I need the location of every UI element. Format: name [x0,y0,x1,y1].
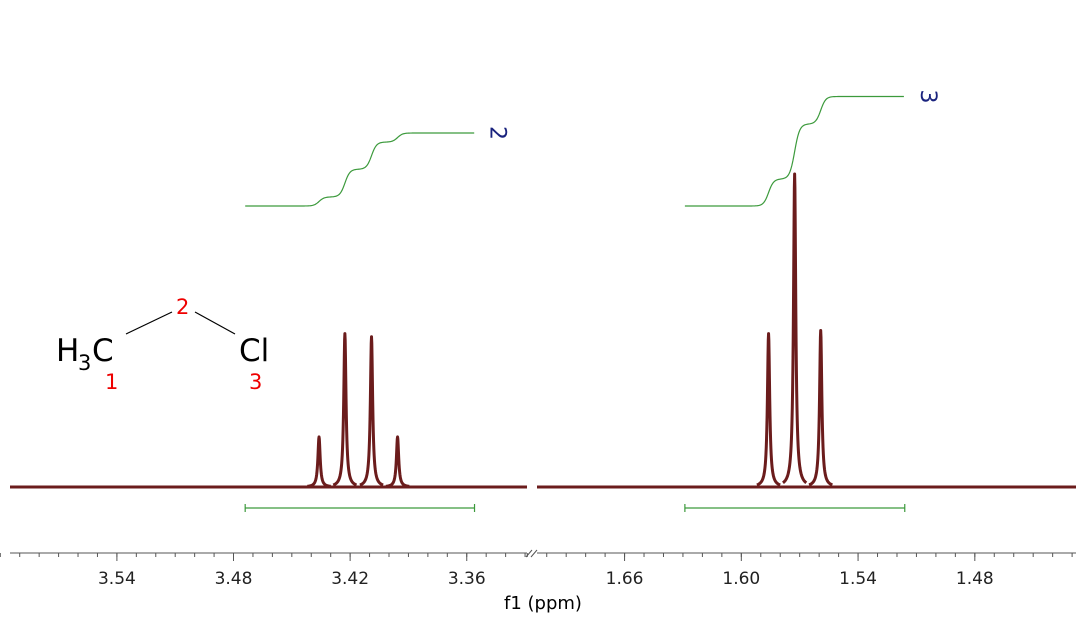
x-axis-label: f1 (ppm) [504,593,582,614]
bond [125,311,173,335]
atom-subscript: 3 [78,351,91,375]
x-tick-label: 1.54 [839,569,877,589]
atom-number: 3 [249,370,262,394]
integral-label: 2 [485,126,510,140]
molecule: H 3 C Cl 1 2 3 [56,295,269,394]
integral-curve [684,95,904,207]
bond [194,311,236,335]
atom: Cl [239,333,269,369]
peak [332,332,358,487]
integral-label: 3 [915,90,940,104]
atom: C [92,333,114,369]
x-tick-label: 1.66 [606,569,644,589]
peak [781,172,808,485]
x-tick-label: 1.60 [722,569,760,589]
integral-bracket [244,504,476,512]
peak [807,329,834,487]
atom: H [56,333,79,369]
x-tick-label: 3.54 [98,569,136,589]
atom-number: 1 [105,370,118,394]
atom-number: 2 [176,295,189,319]
peak [358,335,385,487]
peak [755,332,782,487]
x-tick-label: 1.48 [956,569,994,589]
integral-curve [245,132,475,207]
integral-bracket [684,504,906,512]
peak [306,435,332,488]
x-tick-label: 3.42 [331,569,369,589]
peak [384,435,411,488]
x-tick-label: 3.36 [448,569,486,589]
x-tick-label: 3.48 [215,569,253,589]
